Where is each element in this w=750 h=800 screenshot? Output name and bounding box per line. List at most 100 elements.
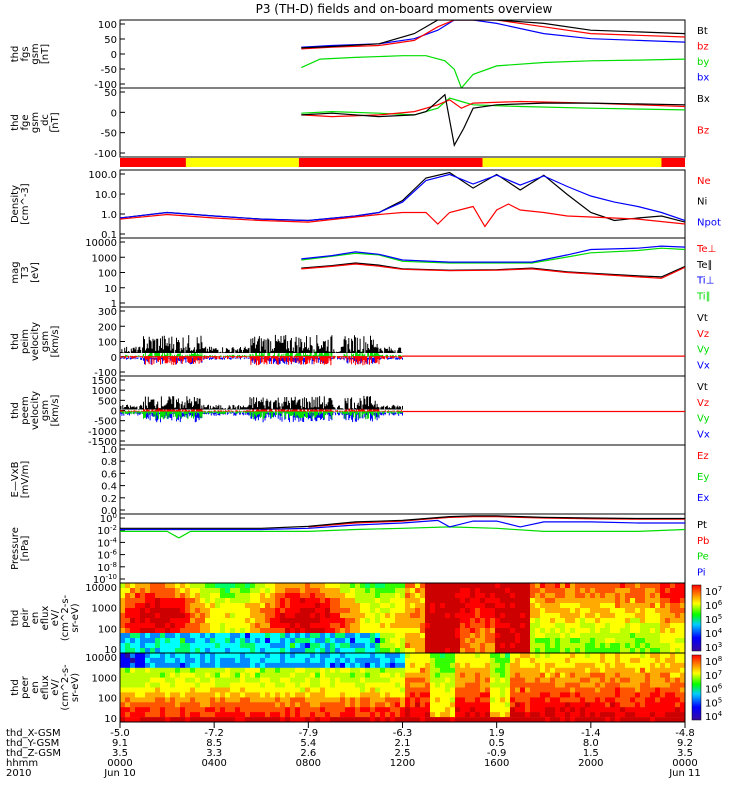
spectro-cell <box>200 618 206 624</box>
spectro-cell <box>200 667 206 673</box>
spectro-cell <box>455 628 461 634</box>
spectro-cell <box>515 697 521 703</box>
spectro-cell <box>655 677 661 683</box>
spectro-cell <box>470 657 476 664</box>
spectro-cell <box>310 608 316 614</box>
spectro-cell <box>155 653 161 659</box>
spectro-cell <box>305 657 311 664</box>
spectro-cell <box>255 697 261 703</box>
y-tick-label: 10-6 <box>97 549 117 562</box>
spectro-cell <box>540 712 546 718</box>
spectro-cell <box>225 583 231 589</box>
spectro-cell <box>490 608 496 614</box>
spectro-cell <box>140 662 146 669</box>
spectro-cell <box>340 583 346 589</box>
spectro-cell <box>500 583 506 589</box>
spectro-cell <box>150 583 156 589</box>
spectro-cell <box>655 648 661 654</box>
spectro-cell <box>385 712 391 718</box>
spectro-cell <box>175 682 181 688</box>
spectro-cell <box>495 667 501 673</box>
spectro-cell <box>375 672 381 678</box>
spectro-cell <box>655 717 661 723</box>
y-tick-label: 1 <box>111 299 117 310</box>
spectro-cell <box>310 672 316 678</box>
spectro-cell <box>620 608 626 614</box>
spectro-cell <box>145 657 151 664</box>
spectro-cell <box>325 638 331 644</box>
spectro-cell <box>240 638 246 644</box>
spectro-cell <box>170 608 176 614</box>
spectro-cell <box>160 583 166 589</box>
spectro-cell <box>500 643 506 649</box>
spectro-cell <box>150 638 156 644</box>
spectro-cell <box>130 707 136 713</box>
spectro-cell <box>285 648 291 654</box>
spectro-cell <box>615 593 621 599</box>
spectro-cell <box>400 667 406 673</box>
legend-red: bz <box>697 42 709 53</box>
spectro-cell <box>495 657 501 664</box>
spectro-cell <box>380 712 386 718</box>
spectro-cell <box>360 618 366 624</box>
spectro-cell <box>570 657 576 664</box>
spectro-cell <box>490 707 496 713</box>
spectro-cell <box>305 623 311 629</box>
spectro-cell <box>275 702 281 708</box>
spectro-cell <box>275 687 281 693</box>
spectro-cell <box>330 697 336 703</box>
spectro-cell <box>125 702 131 708</box>
spectro-cell <box>125 657 131 664</box>
spectro-cell <box>375 717 381 723</box>
z-gsm-value: 1.5 <box>583 748 599 759</box>
spectro-cell <box>295 603 301 609</box>
spectro-cell <box>300 662 306 669</box>
spectro-cell <box>545 707 551 713</box>
panel-8: Pressure[nPa]10010-210-410-610-810-10PtP… <box>10 512 709 586</box>
spectro-cell <box>165 593 171 599</box>
spectro-cell <box>610 687 616 693</box>
spectro-cell <box>430 707 436 713</box>
spectro-cell <box>405 712 411 718</box>
spectro-cell <box>125 613 131 619</box>
spectro-cell <box>560 638 566 644</box>
spectro-cell <box>650 633 656 639</box>
spectro-cell <box>330 623 336 629</box>
spectro-cell <box>380 697 386 703</box>
spectro-cell <box>535 712 541 718</box>
spectro-cell <box>190 608 196 614</box>
spectro-cell <box>430 598 436 604</box>
spectro-cell <box>335 618 341 624</box>
spectro-cell <box>540 702 546 708</box>
spectro-cell <box>535 618 541 624</box>
spectro-cell <box>290 608 296 614</box>
spectro-cell <box>315 702 321 708</box>
spectro-cell <box>355 667 361 673</box>
y-tick-label: 0 <box>111 50 117 61</box>
spectro-cell <box>385 618 391 624</box>
spectro-cell <box>245 692 251 698</box>
spectro-cell <box>225 677 231 683</box>
spectro-cell <box>275 653 281 659</box>
spectro-cell <box>515 623 521 629</box>
spectro-cell <box>680 667 686 673</box>
legend-blue: Ex <box>697 493 709 504</box>
spectro-cell <box>255 623 261 629</box>
spectro-cell <box>480 618 486 624</box>
y-tick-label: 100 <box>98 338 117 349</box>
spectro-cell <box>370 662 376 669</box>
spectro-cell <box>260 702 266 708</box>
spectro-cell <box>420 598 426 604</box>
spectro-cell <box>245 687 251 693</box>
spectro-cell <box>550 697 556 703</box>
spectro-cell <box>230 692 236 698</box>
spectro-cell <box>155 707 161 713</box>
spectro-cell <box>195 692 201 698</box>
spectro-cell <box>640 628 646 634</box>
spectro-cell <box>400 697 406 703</box>
spectro-cell <box>165 633 171 639</box>
spectro-cell <box>490 603 496 609</box>
spectro-cell <box>270 618 276 624</box>
spectro-cell <box>555 667 561 673</box>
